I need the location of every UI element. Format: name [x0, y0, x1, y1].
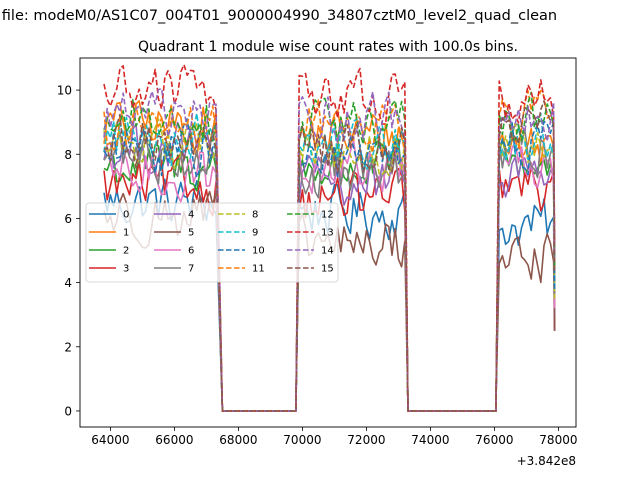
- x-tick-label: 78000: [539, 433, 577, 447]
- series-line-14: [103, 87, 556, 412]
- legend-box: [85, 202, 339, 283]
- y-tick-label: 6: [64, 212, 72, 226]
- plot-area: [79, 57, 577, 428]
- legend-label-14: 14: [321, 246, 334, 257]
- series-group: [103, 63, 556, 412]
- legend-label-12: 12: [321, 210, 334, 221]
- legend-label-2: 2: [123, 246, 129, 257]
- legend-label-5: 5: [188, 228, 194, 239]
- x-tick-label: 70000: [283, 433, 321, 447]
- series-line-15: [103, 100, 556, 412]
- y-tick-label: 8: [64, 148, 72, 162]
- series-line-13: [103, 63, 556, 412]
- x-offset-label: +3.842e8: [517, 454, 576, 468]
- y-axis: 0 2 4 6 8 10: [57, 84, 80, 418]
- figure-suptitle: n file: modeM0/AS1C07_004T01_9000004990_…: [0, 8, 557, 24]
- x-tick-label: 64000: [91, 433, 129, 447]
- legend-label-1: 1: [123, 228, 129, 239]
- legend-label-11: 11: [252, 264, 265, 275]
- legend-label-13: 13: [321, 228, 334, 239]
- y-tick-label: 2: [64, 340, 72, 354]
- legend-label-0: 0: [123, 210, 129, 221]
- plot-frame: [79, 57, 577, 428]
- x-tick-label: 72000: [347, 433, 385, 447]
- legend-label-3: 3: [123, 264, 129, 275]
- y-tick-label: 10: [57, 84, 72, 98]
- legend-label-9: 9: [252, 228, 258, 239]
- legend-label-8: 8: [252, 210, 258, 221]
- x-tick-label: 76000: [475, 433, 513, 447]
- legend-label-7: 7: [188, 264, 194, 275]
- x-tick-label: 68000: [219, 433, 257, 447]
- x-tick-label: 74000: [411, 433, 449, 447]
- legend-label-10: 10: [252, 246, 265, 257]
- chart-title: Quadrant 1 module wise count rates with …: [138, 39, 518, 55]
- series-line-11: [103, 89, 556, 412]
- x-tick-label: 66000: [155, 433, 193, 447]
- legend-label-4: 4: [188, 210, 194, 221]
- series-line-9: [103, 112, 556, 412]
- legend-label-15: 15: [321, 264, 334, 275]
- y-tick-label: 0: [64, 404, 72, 418]
- y-tick-label: 4: [64, 276, 72, 290]
- legend-label-6: 6: [188, 246, 194, 257]
- x-axis: 64000 66000 68000 70000 72000 74000 76000 78000: [91, 427, 577, 447]
